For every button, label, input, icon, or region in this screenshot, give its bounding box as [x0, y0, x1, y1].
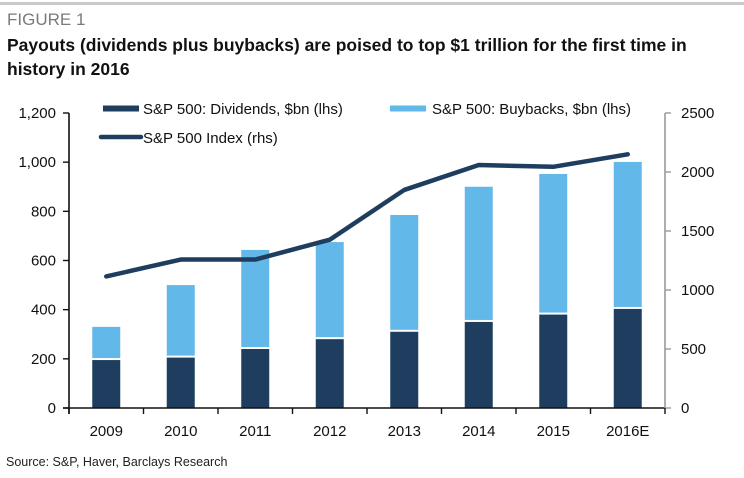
left-tick-label: 600 [31, 253, 56, 270]
bar-buybacks-2015 [539, 173, 568, 313]
bar-dividends-2016E [613, 308, 642, 408]
bar-buybacks-2016E [613, 161, 642, 307]
chart-title: Payouts (dividends plus buybacks) are po… [7, 35, 687, 79]
x-tick-label: 2016E [606, 423, 649, 440]
source-note: Source: S&P, Haver, Barclays Research [6, 455, 228, 469]
legend-label: S&P 500: Dividends, $bn (lhs) [143, 101, 343, 118]
x-tick-label: 2012 [313, 423, 346, 440]
bar-buybacks-2011 [241, 249, 270, 347]
left-tick-label: 0 [48, 400, 56, 417]
bar-dividends-2014 [464, 321, 493, 408]
right-tick-label: 1500 [681, 223, 714, 240]
axes-group: 0 200 400 600 800 1,000 1,200 0 500 1000 1500 2000 2… [18, 105, 714, 440]
bar-buybacks-2010 [166, 285, 195, 356]
top-rule [0, 2, 744, 5]
x-tick-label: 2013 [388, 423, 421, 440]
legend: S&P 500: Dividends, $bn (lhs) S&P 500: Bu… [98, 101, 631, 147]
bar-buybacks-2014 [464, 186, 493, 320]
legend-label: S&P 500 Index (rhs) [143, 130, 278, 147]
bars-group [92, 161, 642, 408]
left-tick-label: 400 [31, 302, 56, 319]
bar-buybacks-2009 [92, 326, 121, 359]
right-tick-label: 2500 [681, 105, 714, 122]
x-tick-label: 2015 [537, 423, 570, 440]
legend-label: S&P 500: Buybacks, $bn (lhs) [432, 101, 631, 118]
bar-dividends-2013 [390, 331, 419, 408]
bar-dividends-2010 [166, 357, 195, 408]
index-line-group [104, 152, 630, 279]
figure-label: FIGURE 1 [7, 10, 86, 29]
x-tick-label: 2014 [462, 423, 495, 440]
bar-buybacks-2012 [315, 242, 344, 338]
right-tick-label: 500 [681, 341, 706, 358]
right-tick-label: 2000 [681, 164, 714, 181]
left-tick-label: 1,200 [18, 105, 56, 122]
bar-dividends-2009 [92, 360, 121, 408]
x-tick-label: 2011 [239, 423, 271, 440]
left-tick-label: 800 [31, 203, 56, 220]
left-tick-label: 1,000 [18, 154, 56, 171]
bar-dividends-2015 [539, 314, 568, 408]
bar-dividends-2011 [241, 349, 270, 408]
x-tick-label: 2010 [164, 423, 197, 440]
legend-swatch-dividends [103, 105, 139, 112]
right-tick-label: 1000 [681, 282, 714, 299]
bar-buybacks-2013 [390, 215, 419, 330]
right-tick-label: 0 [681, 400, 689, 417]
left-tick-label: 200 [31, 351, 56, 368]
index-line [104, 152, 630, 279]
x-tick-label: 2009 [90, 423, 123, 440]
bar-dividends-2012 [315, 339, 344, 408]
legend-swatch-buybacks [390, 105, 426, 112]
